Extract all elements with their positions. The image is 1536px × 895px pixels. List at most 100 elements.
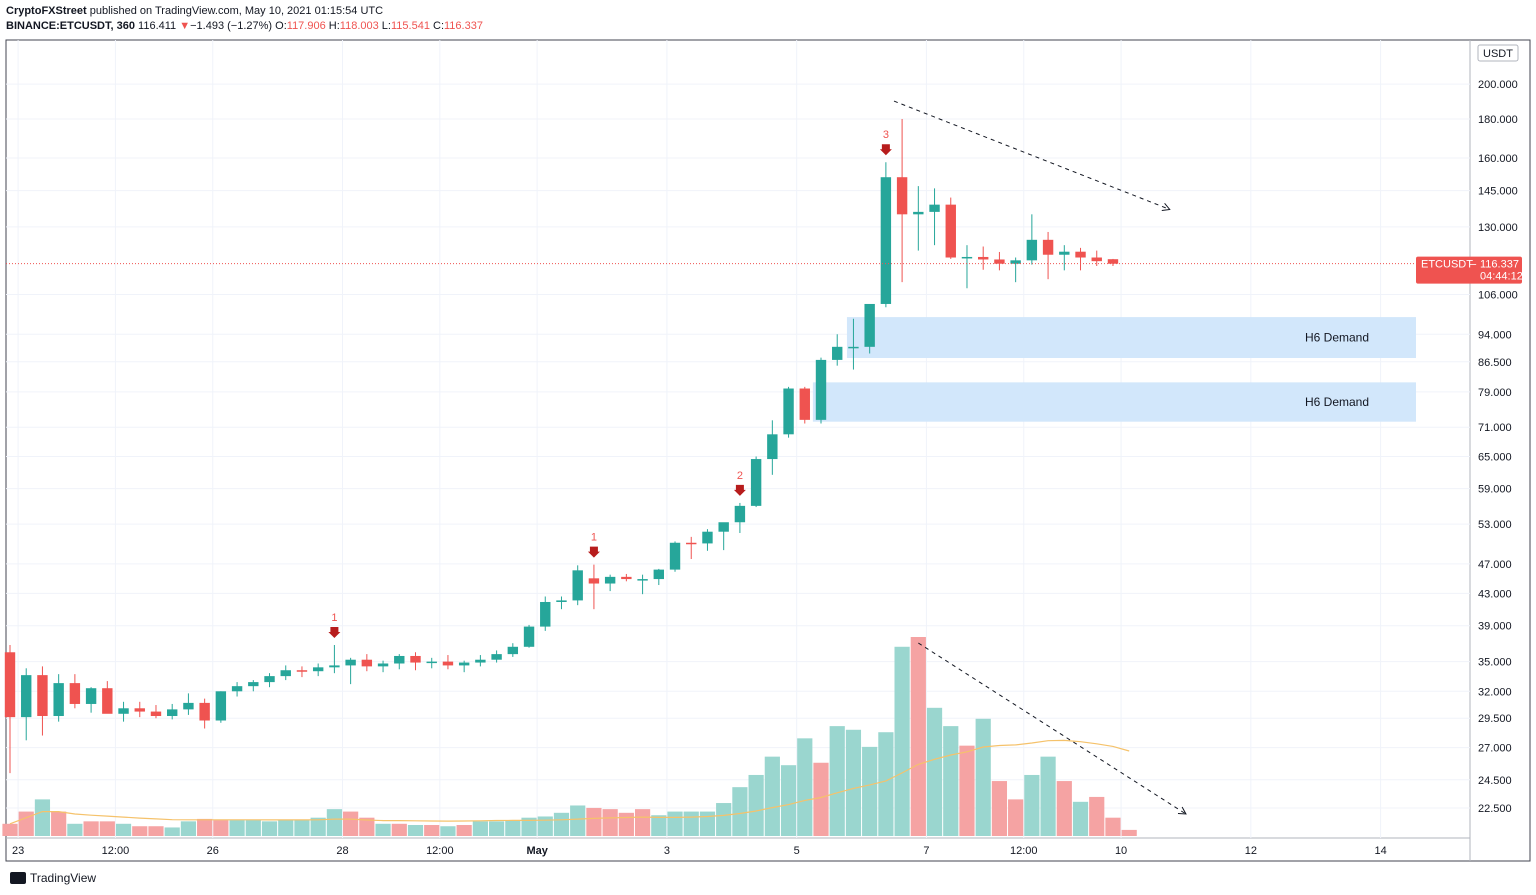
price-tick-label: 200.000 [1478, 79, 1518, 91]
candle-body [85, 688, 97, 704]
volume-bar [764, 756, 780, 836]
price-tick-label: 22.500 [1478, 803, 1512, 815]
time-tick-label: 12:00 [1010, 845, 1038, 857]
volume-bar [83, 821, 99, 836]
candle-body [880, 177, 892, 304]
volume-bar [926, 707, 943, 836]
volume-bar [651, 815, 667, 836]
candles [4, 119, 1119, 774]
tradingview-logo-icon[interactable] [10, 872, 26, 884]
overlays: 1 1 2 3 [6, 100, 1470, 815]
volume-bar [115, 823, 132, 836]
volume-bar [634, 809, 651, 836]
last-price: 116.411 [138, 20, 177, 32]
candle-body [312, 667, 324, 672]
candle-body [815, 359, 827, 420]
candle-body [475, 659, 486, 663]
arrow-head-icon [1177, 806, 1187, 815]
volume-bar [375, 823, 391, 836]
volume-bar [1056, 781, 1072, 836]
volume-bar [959, 745, 975, 836]
candle-body [961, 256, 973, 259]
demand-zone-label: H6 Demand [1305, 395, 1369, 409]
brand-name[interactable]: TradingView [30, 871, 97, 885]
volume-bar [294, 820, 310, 836]
volume-bar [829, 726, 845, 836]
close-value: 116.337 [444, 20, 483, 32]
candle-body [442, 661, 454, 666]
candle-body [491, 654, 502, 660]
candle-body [978, 256, 989, 260]
price-axis[interactable]: USDT 200.000 180.000 160.000 145.000 130.000… [1477, 44, 1519, 815]
candle-body [750, 459, 762, 506]
volume-bar [197, 818, 213, 836]
time-tick-label: May [526, 845, 548, 857]
volume-bar [570, 805, 586, 836]
price-tag-symbol: ETCUSDT [1421, 259, 1473, 271]
price-tick-label: 59.000 [1478, 484, 1512, 496]
price-tick-label: 47.000 [1478, 559, 1512, 571]
low-value: 115.541 [390, 20, 430, 32]
candle-body [296, 670, 308, 672]
candle-body [540, 601, 551, 627]
sequence-marker-label: 3 [883, 129, 889, 141]
volume-bar [359, 817, 375, 836]
price-tick-label: 43.000 [1478, 588, 1512, 600]
volume-bar [132, 826, 148, 836]
volume-bar [99, 821, 115, 836]
change-down-icon: ▼ [179, 20, 191, 32]
time-tick-label: 12:00 [426, 845, 454, 857]
time-axis[interactable]: 23 12:00 26 28 12:00 May 3 5 7 12:00 10 12 14 [12, 845, 1387, 857]
candle-body [604, 576, 616, 584]
candle-body [702, 531, 713, 544]
price-tick-label: 180.000 [1478, 114, 1518, 126]
candle-body [4, 652, 16, 718]
volume-bar [683, 811, 699, 836]
price-tag-bg [1416, 256, 1522, 284]
volume-bar [537, 816, 553, 836]
candle-body [945, 204, 956, 258]
candle-body [637, 579, 648, 581]
volume-bar [407, 825, 424, 836]
volume-bar [586, 807, 602, 836]
candle-body [394, 655, 405, 664]
price-tick-label: 160.000 [1478, 153, 1518, 165]
ohlc-legend: BINANCE:ETCUSDT, 360 116.411 ▼−1.493 (−1… [6, 20, 483, 32]
volume-bar [553, 812, 570, 836]
volume-bar [1008, 799, 1024, 836]
volume-bar [667, 811, 683, 836]
time-tick-label: 12:00 [102, 845, 130, 857]
volume-bar [164, 827, 180, 836]
author-name[interactable]: CryptoFXStreet [6, 5, 87, 17]
published-text: published on TradingView.com, May 10, 20… [89, 5, 384, 17]
volume-bar [67, 823, 83, 836]
candle-body [572, 570, 583, 601]
volume-bar [862, 746, 878, 836]
symbol-label[interactable]: BINANCE:ETCUSDT, 360 [6, 20, 135, 32]
candle-body [929, 204, 940, 212]
candle-body [458, 662, 470, 666]
candle-body [134, 708, 145, 712]
sell-arrow-icon [328, 626, 341, 638]
currency-box[interactable] [1477, 44, 1519, 62]
volume-bar [797, 738, 813, 836]
currency-label: USDT [1483, 48, 1513, 60]
volume-bar [699, 811, 716, 836]
volume-bar [716, 803, 732, 836]
volume-bar [505, 820, 521, 836]
demand-zone [812, 382, 1416, 422]
volume-bar [1072, 801, 1089, 836]
price-tag-value: 116.337 [1480, 259, 1519, 271]
volume-bar [894, 646, 910, 836]
volume-bar [780, 765, 797, 836]
volume-moving-average [9, 739, 1130, 825]
volume-bar [326, 809, 342, 836]
volume-bar [440, 826, 456, 836]
candle-body [329, 665, 340, 668]
candle-body [767, 434, 778, 460]
volume-bar [1089, 796, 1105, 836]
volume-bar [456, 825, 472, 836]
publication-info: CryptoFXStreet published on TradingView.… [6, 5, 383, 17]
close-label: C: [433, 20, 444, 32]
